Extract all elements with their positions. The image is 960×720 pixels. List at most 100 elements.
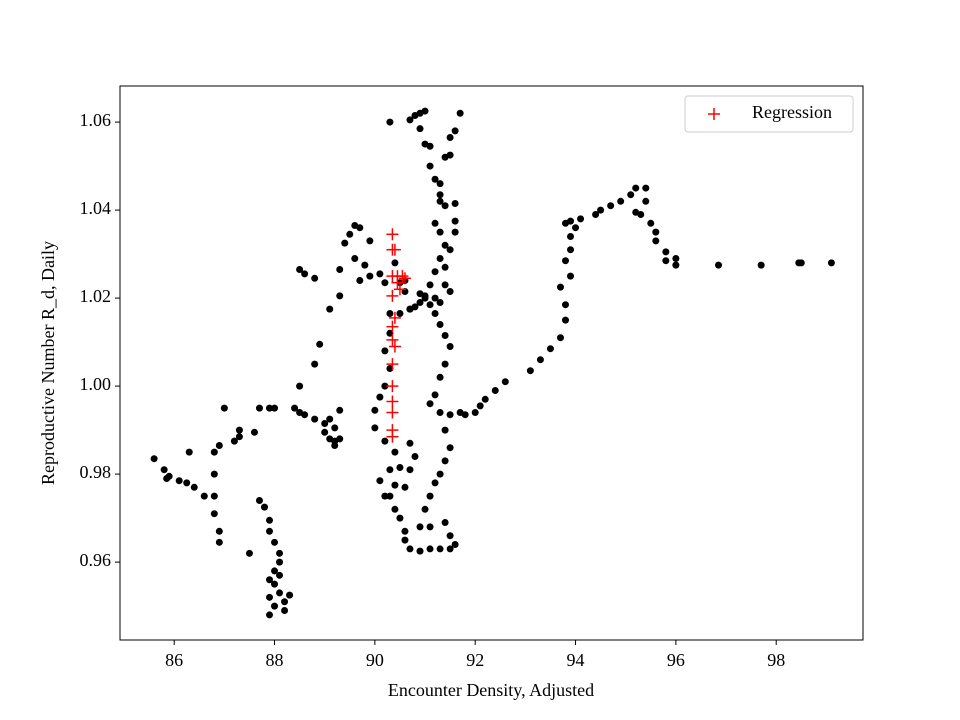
point xyxy=(406,545,414,553)
point xyxy=(446,287,454,295)
point xyxy=(567,232,575,240)
point xyxy=(441,202,449,210)
point xyxy=(446,532,454,540)
point xyxy=(346,230,354,238)
point xyxy=(276,571,284,579)
plus-point xyxy=(393,283,406,296)
point xyxy=(271,580,279,588)
point xyxy=(451,217,459,225)
point xyxy=(235,426,243,434)
point xyxy=(396,514,404,522)
plot-frame xyxy=(119,85,864,641)
point xyxy=(426,162,434,170)
point xyxy=(391,448,399,456)
plus-point xyxy=(386,358,399,371)
point xyxy=(597,206,605,214)
point xyxy=(336,265,344,273)
point xyxy=(672,261,680,269)
point xyxy=(291,404,299,412)
point xyxy=(592,210,600,218)
point xyxy=(331,442,339,450)
point xyxy=(406,305,414,313)
plus-point xyxy=(398,272,411,285)
point xyxy=(406,439,414,447)
point xyxy=(245,549,253,557)
point xyxy=(301,270,309,278)
point xyxy=(561,301,569,309)
legend-label: Regression xyxy=(752,102,832,122)
point xyxy=(321,428,329,436)
point xyxy=(426,545,434,553)
point xyxy=(572,224,580,232)
point xyxy=(371,406,379,414)
point xyxy=(386,466,394,474)
plus-point xyxy=(386,320,399,333)
point xyxy=(617,197,625,205)
point xyxy=(431,268,439,276)
point xyxy=(446,342,454,350)
point xyxy=(326,415,334,423)
point xyxy=(446,133,454,141)
point xyxy=(281,607,289,615)
point xyxy=(406,466,414,474)
plus-point xyxy=(386,406,399,419)
point xyxy=(431,294,439,302)
point xyxy=(431,309,439,317)
x-tick-label: 86 xyxy=(165,650,183,670)
point xyxy=(461,411,469,419)
point xyxy=(436,254,444,262)
plus-point xyxy=(386,333,399,346)
point xyxy=(215,538,223,546)
x-axis-label: Encounter Density, Adjusted xyxy=(388,680,594,700)
point xyxy=(150,455,158,463)
point xyxy=(546,345,554,353)
point xyxy=(406,116,414,124)
point xyxy=(376,477,384,485)
point xyxy=(276,558,284,566)
point xyxy=(210,492,218,500)
point xyxy=(381,492,389,500)
point xyxy=(456,109,464,117)
point xyxy=(361,261,369,269)
point xyxy=(426,523,434,531)
point xyxy=(662,248,670,256)
point xyxy=(271,538,279,546)
point xyxy=(757,261,765,269)
point xyxy=(436,298,444,306)
point xyxy=(446,545,454,553)
point xyxy=(416,523,424,531)
point xyxy=(381,279,389,287)
point xyxy=(271,404,279,412)
point xyxy=(426,301,434,309)
point xyxy=(441,331,449,339)
point xyxy=(441,263,449,271)
point xyxy=(441,360,449,368)
point xyxy=(441,457,449,465)
point xyxy=(797,259,805,267)
point xyxy=(386,118,394,126)
point xyxy=(642,184,650,192)
plus-point xyxy=(388,311,401,324)
y-tick-label: 1.00 xyxy=(80,374,112,394)
point xyxy=(381,437,389,445)
point xyxy=(220,404,228,412)
point xyxy=(426,281,434,289)
point xyxy=(336,292,344,300)
point xyxy=(431,391,439,399)
point xyxy=(266,576,274,584)
point xyxy=(260,503,268,511)
point xyxy=(250,428,258,436)
point xyxy=(577,215,585,223)
point xyxy=(715,261,723,269)
point xyxy=(311,360,319,368)
point xyxy=(436,228,444,236)
point xyxy=(386,492,394,500)
x-tick-label: 94 xyxy=(567,650,585,670)
point xyxy=(316,340,324,348)
point xyxy=(266,593,274,601)
point xyxy=(451,228,459,236)
point xyxy=(160,466,168,474)
point xyxy=(421,505,429,513)
point xyxy=(436,545,444,553)
point xyxy=(652,228,660,236)
